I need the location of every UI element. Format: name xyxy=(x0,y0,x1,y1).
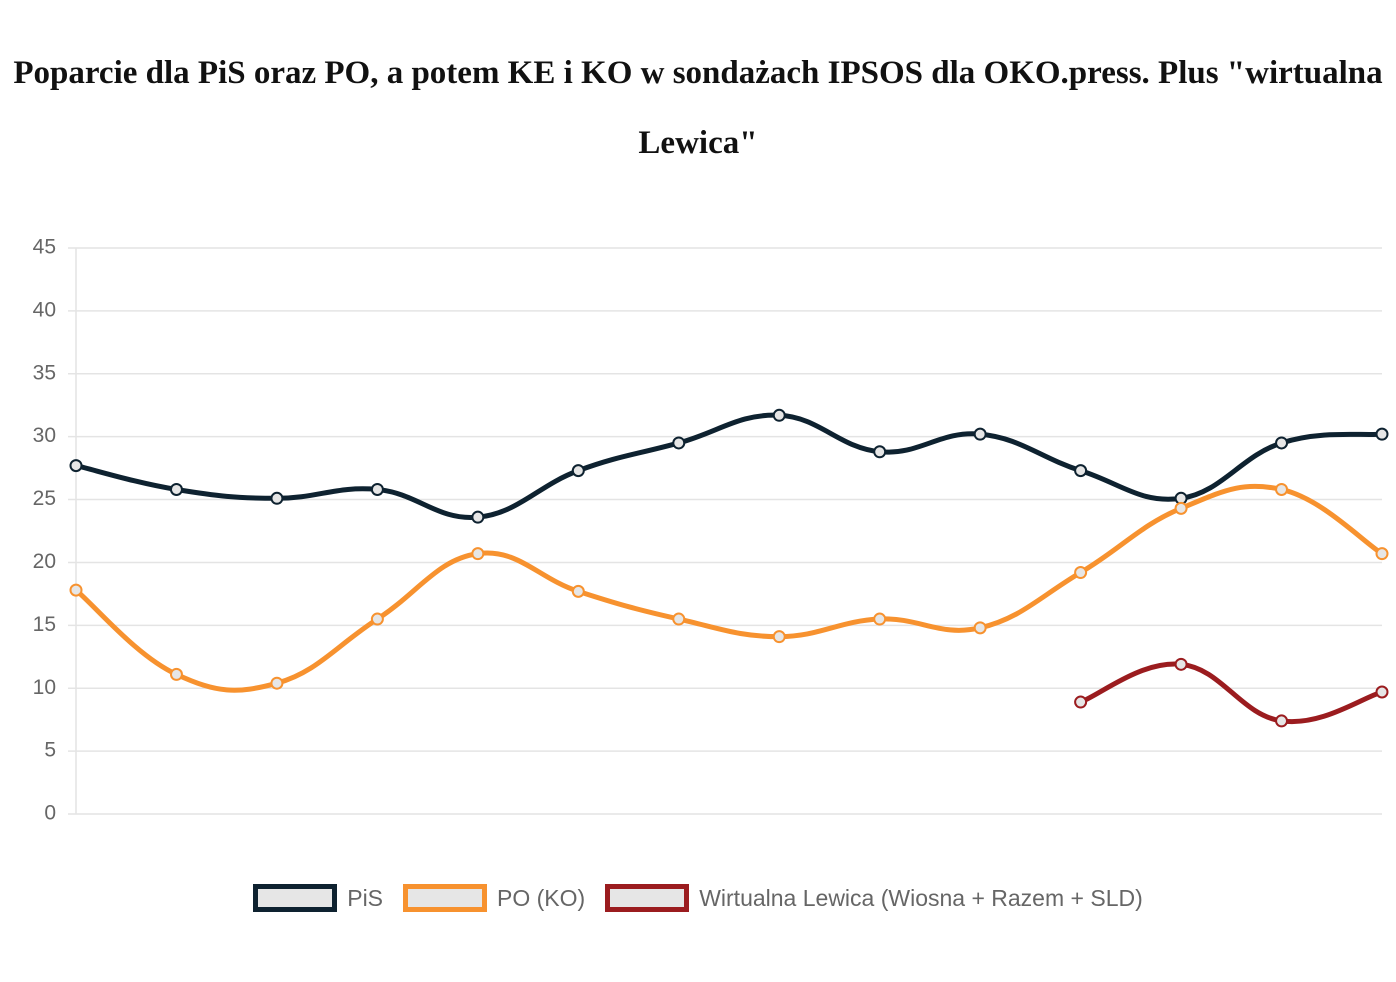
data-point xyxy=(772,408,786,422)
series-line xyxy=(1079,661,1383,725)
data-point xyxy=(370,612,384,626)
data-point xyxy=(672,436,686,450)
data-point xyxy=(1275,482,1289,496)
data-point xyxy=(672,612,686,626)
data-point xyxy=(1375,547,1389,561)
data-point xyxy=(973,621,987,635)
data-point xyxy=(69,583,83,597)
legend-swatch xyxy=(253,884,338,912)
data-point xyxy=(873,445,887,459)
legend-swatch xyxy=(605,884,690,912)
data-point xyxy=(772,630,786,644)
data-point xyxy=(471,510,485,524)
data-point xyxy=(973,427,987,441)
y-tick-label: 40 xyxy=(33,298,56,321)
legend: PiS PO (KO) Wirtualna Lewica (Wiosna + Raz… xyxy=(0,884,1396,912)
data-point xyxy=(270,676,284,690)
data-point xyxy=(1275,436,1289,450)
legend-item: PiS xyxy=(253,884,383,912)
y-tick-label: 30 xyxy=(33,424,56,447)
data-point xyxy=(1375,427,1389,441)
data-point xyxy=(370,482,384,496)
data-point xyxy=(1174,657,1188,671)
legend-item: PO (KO) xyxy=(403,884,585,912)
series-line xyxy=(74,483,1384,693)
data-point xyxy=(873,612,887,626)
y-tick-label: 5 xyxy=(44,739,56,762)
legend-label: PiS xyxy=(347,884,384,911)
legend-label: Wirtualna Lewica (Wiosna + Razem + SLD) xyxy=(699,884,1143,911)
data-point xyxy=(1074,566,1088,580)
data-point xyxy=(1275,714,1289,728)
legend-item: Wirtualna Lewica (Wiosna + Razem + SLD) xyxy=(605,884,1143,912)
data-point xyxy=(1174,501,1188,515)
legend-label: PO (KO) xyxy=(497,884,586,911)
data-point xyxy=(1074,695,1088,709)
data-point xyxy=(571,584,585,598)
data-point xyxy=(169,482,183,496)
data-point xyxy=(69,459,83,473)
data-point xyxy=(471,547,485,561)
data-point xyxy=(270,491,284,505)
data-point xyxy=(571,464,585,478)
data-point xyxy=(1074,464,1088,478)
y-tick-label: 10 xyxy=(33,676,56,699)
y-tick-label: 20 xyxy=(33,550,56,573)
y-tick-label: 0 xyxy=(44,802,56,825)
chart-title: Poparcie dla PiS oraz PO, a potem KE i K… xyxy=(13,55,1383,161)
data-point xyxy=(1375,685,1389,699)
y-tick-label: 35 xyxy=(33,361,56,384)
y-tick-label: 45 xyxy=(33,236,56,259)
y-tick-label: 15 xyxy=(33,613,56,636)
data-point xyxy=(169,667,183,681)
y-tick-label: 25 xyxy=(33,487,56,510)
legend-swatch xyxy=(403,884,488,912)
